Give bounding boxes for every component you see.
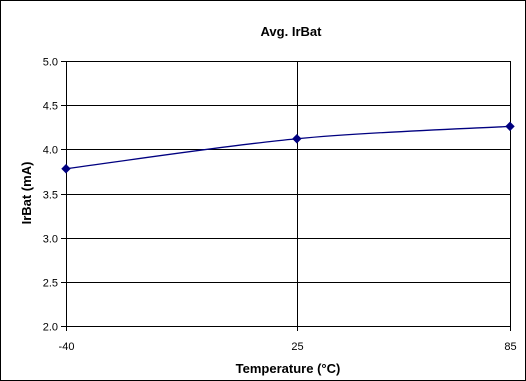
- axes: [61, 61, 511, 331]
- data-point: [505, 121, 515, 132]
- y-tick-label: 3.0: [43, 234, 58, 246]
- y-axis-label: IrBat (mA): [19, 162, 34, 225]
- tick-labels: 2.0 2.5 3.0 3.5 4.0 4.5 5.0 -40 25 85: [43, 57, 517, 354]
- data-point: [292, 134, 302, 144]
- y-tick-label: 3.5: [43, 190, 58, 202]
- y-tick-label: 2.5: [43, 278, 58, 290]
- x-tick-label: 25: [291, 341, 303, 353]
- x-tick-label: -40: [59, 341, 75, 353]
- chart-title: Avg. IrBat: [261, 24, 323, 39]
- y-tick-label: 5.0: [43, 57, 58, 69]
- y-tick-label: 4.0: [43, 145, 58, 157]
- x-axis-label: Temperature (°C): [236, 361, 341, 376]
- data-point: [61, 164, 71, 174]
- y-tick-label: 4.5: [43, 101, 58, 113]
- grid-lines: [66, 61, 511, 327]
- series-layer: [61, 121, 515, 174]
- x-tick-label: 85: [504, 341, 516, 353]
- y-tick-label: 2.0: [43, 322, 58, 334]
